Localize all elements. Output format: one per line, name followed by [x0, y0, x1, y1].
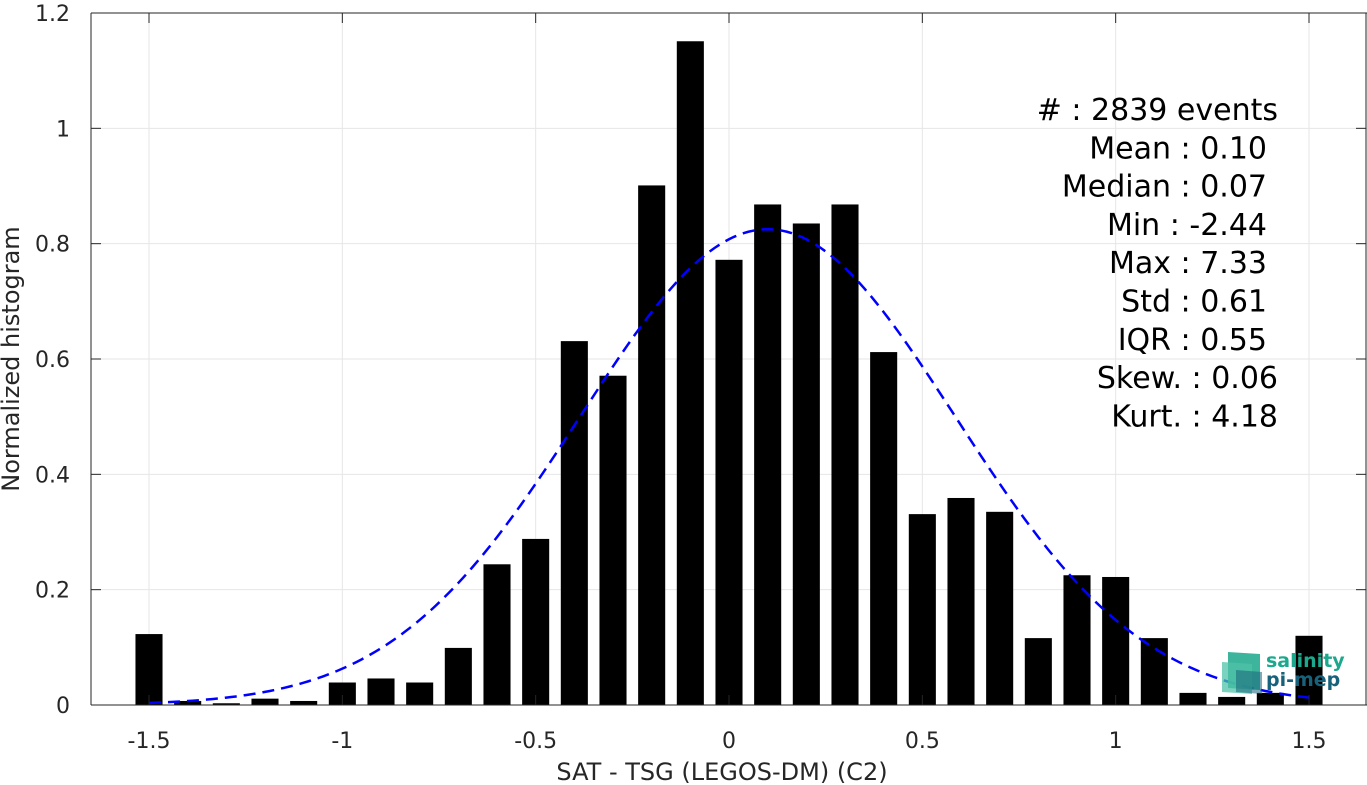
histogram-bar	[1256, 692, 1284, 705]
x-tick-label: 0.5	[905, 729, 940, 754]
logo-text-salinity: salinity	[1266, 650, 1345, 672]
histogram-bar	[1179, 692, 1207, 705]
x-tick-labels: -1.5 -1 -0.5 0 0.5 1 1.5	[128, 729, 1327, 754]
normal-fit-curve	[148, 227, 1310, 705]
histogram-bar	[290, 700, 318, 705]
histogram-bar	[1295, 635, 1323, 705]
stats-line: # : 2839 events	[1037, 93, 1278, 128]
axis-ticks	[91, 12, 1366, 706]
histogram-bar	[135, 634, 163, 705]
histogram-bar	[1063, 575, 1091, 705]
histogram-bar	[792, 223, 820, 705]
salinity-pi-mep-logo: salinity pi-mep	[1222, 650, 1345, 694]
histogram-bar	[676, 41, 704, 706]
histogram-bar	[1140, 638, 1168, 705]
histogram-bar	[212, 703, 240, 705]
stats-line: Kurt. : 4.18	[1111, 399, 1278, 434]
logo-text-pi-mep: pi-mep	[1266, 669, 1340, 691]
x-tick-label: 1	[1109, 729, 1123, 754]
histogram-bar	[522, 538, 550, 705]
y-tick-label: 0.4	[35, 463, 70, 488]
stats-line: Std : 0.61	[1121, 285, 1267, 320]
y-tick-label: 1	[56, 117, 70, 142]
histogram-bars	[135, 41, 1323, 706]
stats-line: Median : 0.07	[1062, 170, 1267, 205]
histogram-bar	[1024, 638, 1052, 705]
logo-mark-icon	[1222, 652, 1262, 694]
histogram-bar	[406, 682, 434, 705]
histogram-bar	[870, 352, 898, 705]
y-tick-label: 0.8	[35, 233, 70, 258]
histogram-bar	[831, 204, 859, 705]
y-tick-label: 0.2	[35, 579, 70, 604]
x-tick-label: -0.5	[514, 729, 557, 754]
histogram-bar	[444, 647, 472, 705]
x-tick-label: -1.5	[128, 729, 171, 754]
y-axis-label: Normalized histogram	[0, 226, 25, 491]
stats-line: Min : -2.44	[1107, 208, 1267, 243]
histogram-bar	[1218, 696, 1246, 705]
x-tick-label: 1.5	[1292, 729, 1327, 754]
histogram-bar	[715, 259, 743, 705]
y-tick-label: 0.6	[35, 348, 70, 373]
histogram-bar	[986, 511, 1014, 705]
x-axis-label: SAT - TSG (LEGOS-DM) (C2)	[556, 758, 887, 785]
histogram-bar	[251, 698, 279, 705]
stats-line: Mean : 0.10	[1089, 131, 1267, 166]
y-tick-labels: 0 0.2 0.4 0.6 0.8 1 1.2	[35, 2, 70, 719]
histogram-bar	[754, 204, 782, 705]
stats-line: Max : 7.33	[1109, 246, 1267, 281]
histogram-bar	[328, 682, 356, 705]
histogram-bar	[947, 497, 975, 705]
histogram-bar	[483, 564, 511, 705]
histogram-bar	[908, 514, 936, 705]
stats-line: Skew. : 0.06	[1097, 361, 1278, 396]
histogram-bar	[560, 341, 588, 705]
histogram-bar	[638, 185, 666, 705]
stats-line: IQR : 0.55	[1118, 323, 1267, 358]
histogram-bar	[1102, 576, 1130, 705]
y-tick-label: 0	[56, 694, 70, 719]
histogram-bar	[174, 700, 202, 705]
x-tick-label: -1	[331, 729, 353, 754]
histogram-bar	[599, 375, 627, 705]
x-tick-label: 0	[722, 729, 736, 754]
y-tick-label: 1.2	[35, 2, 70, 27]
histogram-bar	[367, 678, 395, 705]
